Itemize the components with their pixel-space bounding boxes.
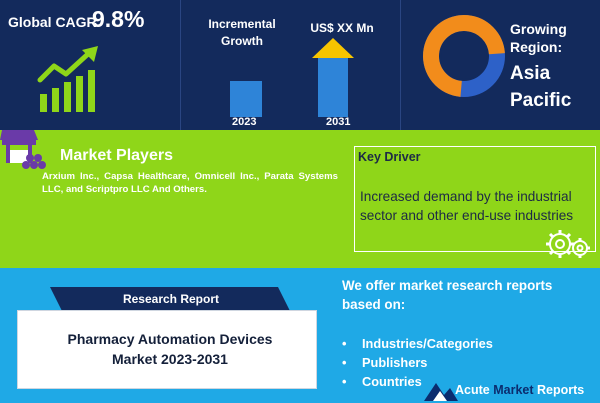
cagr-value: 9.8% [92,6,145,32]
incremental-growth-label: Incremental Growth [208,17,276,48]
brand-name: Acute Market Reports [455,383,585,397]
growing-region-value: Asia Pacific [510,63,572,111]
list-item: • Industries/Categories [342,336,493,351]
market-players-text: Arxium Inc., Capsa Healthcare, Omnicell … [42,171,338,195]
market-value-label: US$ XX Mn [310,21,374,35]
cagr-label: Global CAGR [8,14,97,30]
divider [180,0,181,130]
growth-chart-icon [37,46,98,112]
donut-ring-icon [422,15,505,97]
year-end-label: 2031 [326,116,351,128]
mountain-logo-icon [424,383,458,401]
key-driver-text: Increased demand by the industrial secto… [360,189,574,223]
report-title: Pharmacy Automation Devices Market 2023-… [67,331,273,367]
research-report-label: Research Report [122,292,220,306]
bar-2031 [318,58,348,117]
key-driver-title: Key Driver [358,150,421,164]
research-report-ribbon [50,287,290,311]
year-start-label: 2023 [232,116,257,128]
gears-icon [546,230,590,258]
bar-2023 [230,81,262,117]
offer-title: We offer market research reports based o… [342,278,553,312]
list-item: • Publishers [342,355,428,370]
middle-band [0,130,600,268]
store-icon [0,130,46,169]
arrow-up-icon [312,38,354,58]
offer-list: • Industries/Categories • Publishers • Coun… [342,334,493,391]
growth-bar-graphic [230,38,354,117]
market-players-title: Market Players [60,147,173,164]
list-item: • Countries [342,374,422,389]
divider [400,0,401,130]
report-title-box [17,310,317,389]
growing-region-label: Growing Region: [510,21,567,55]
key-driver-box [354,146,596,252]
